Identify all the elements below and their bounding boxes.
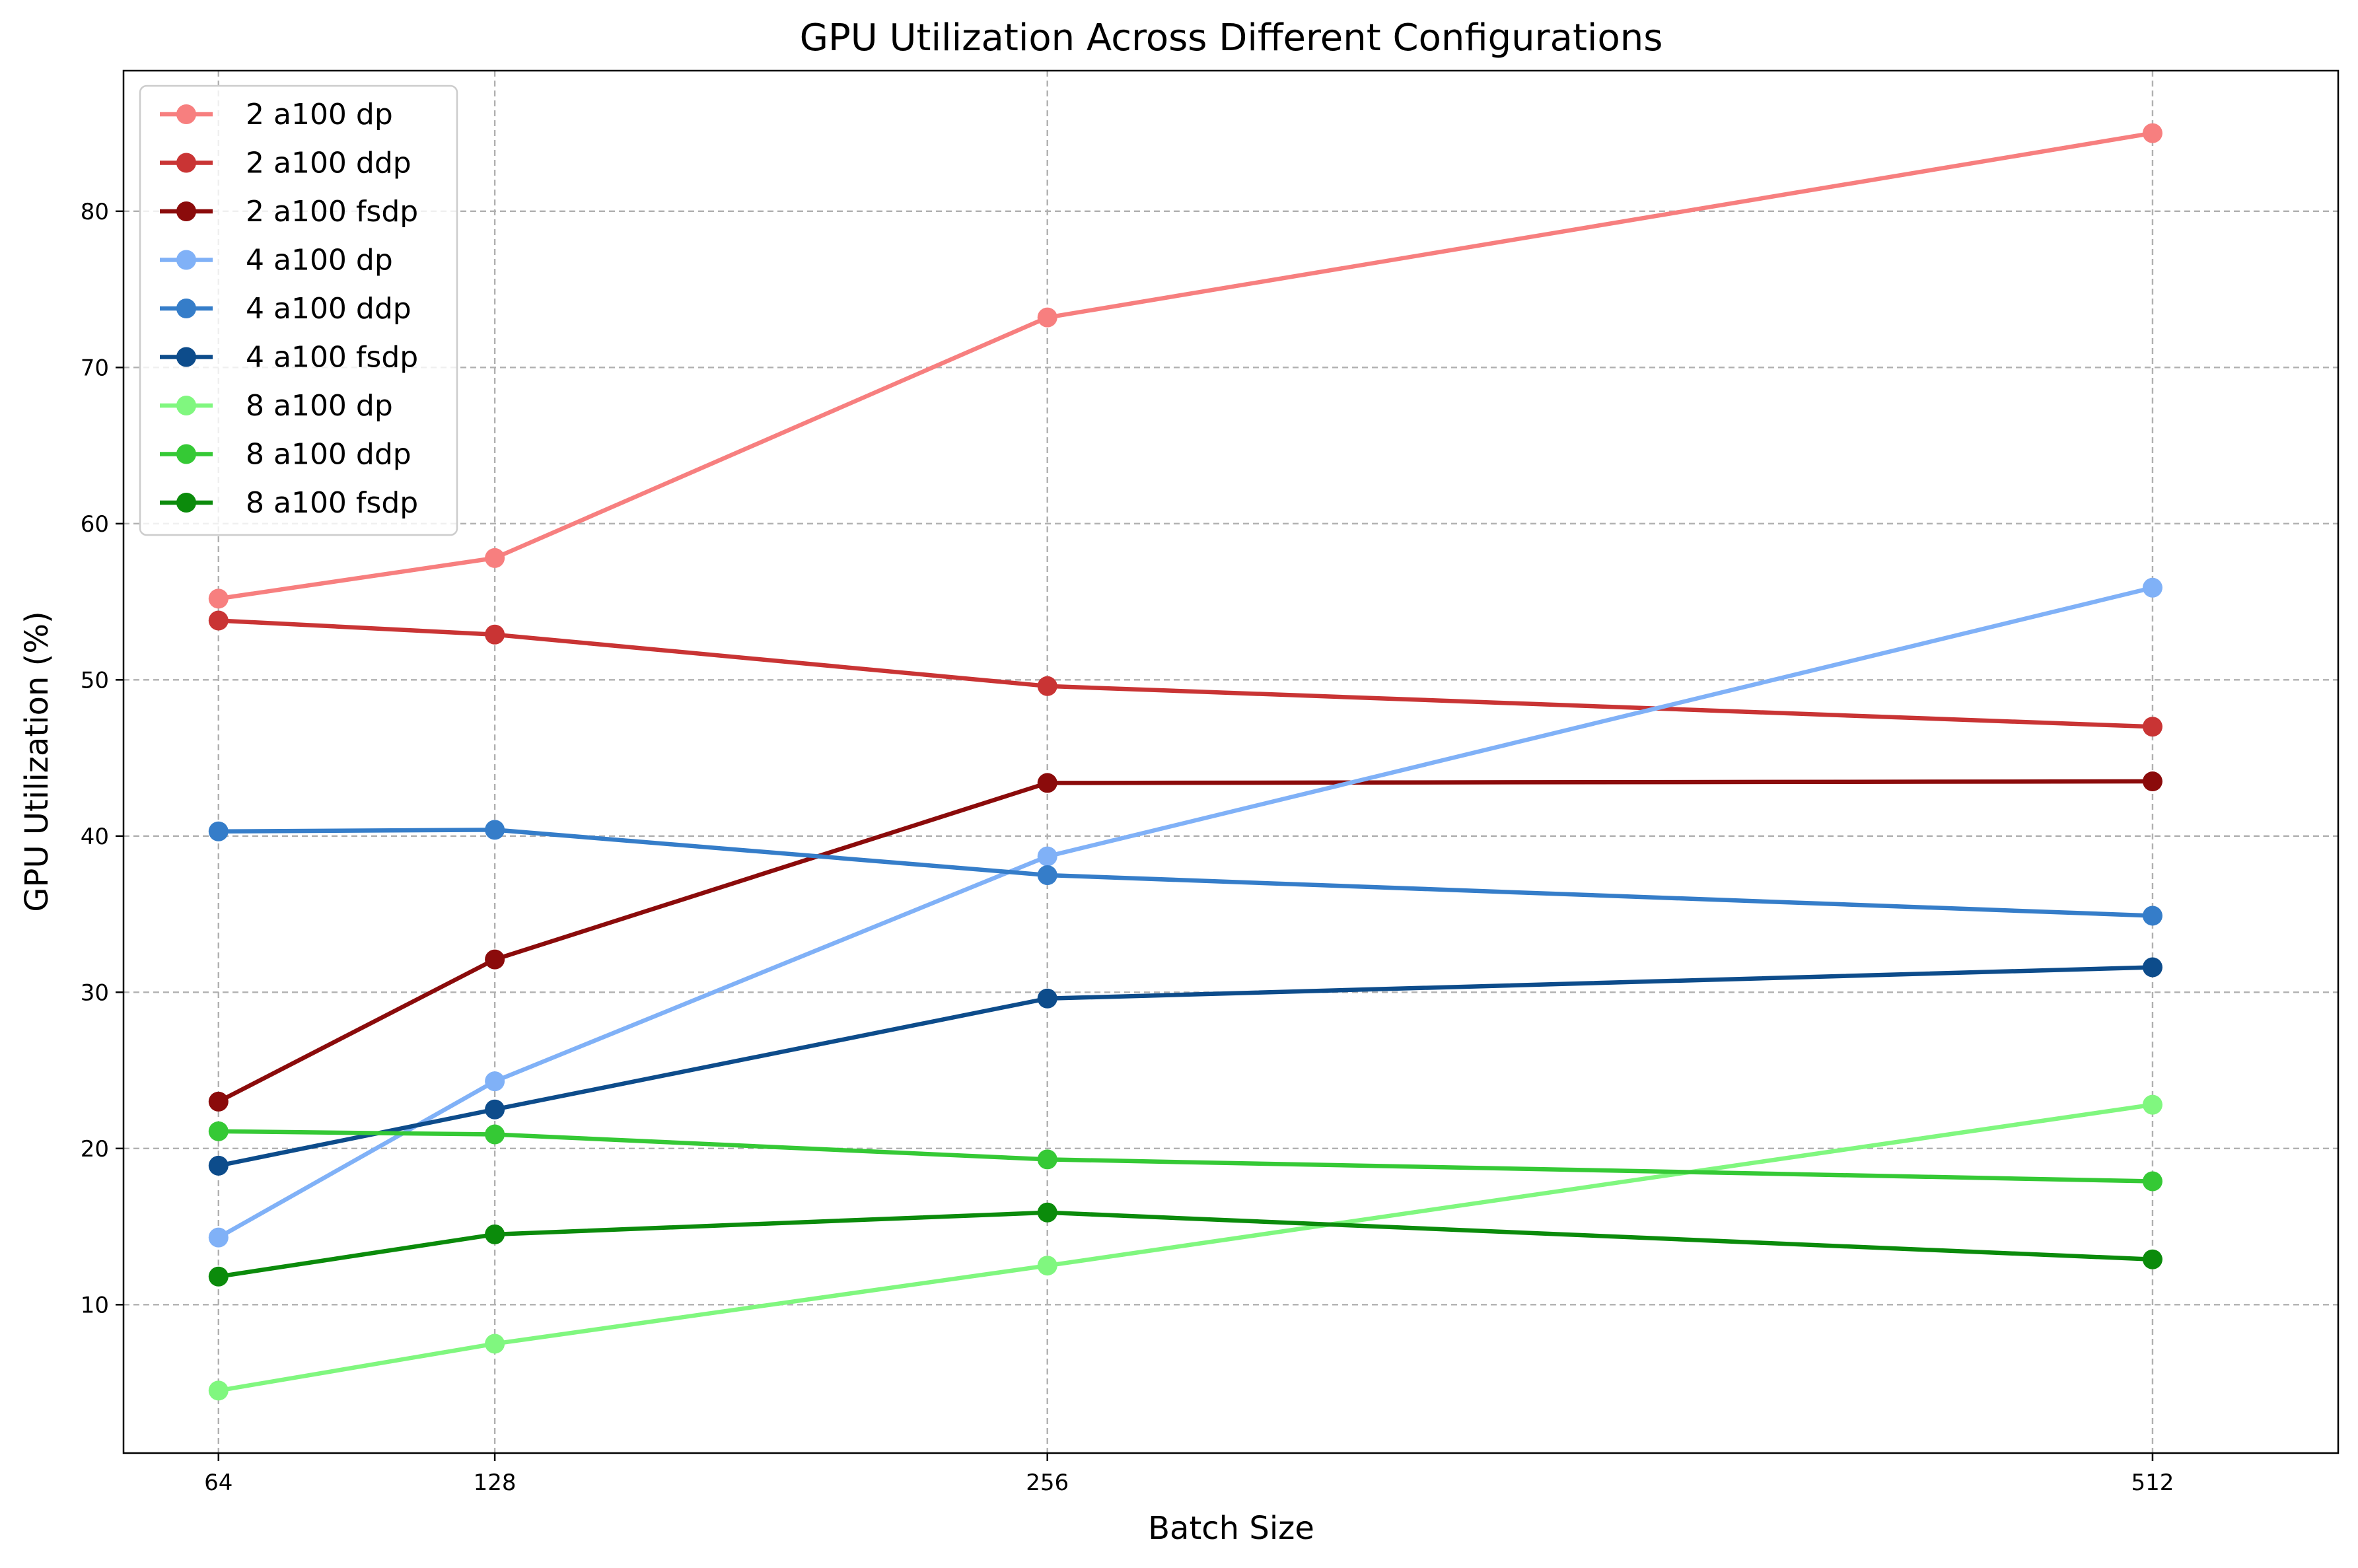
series-line [216, 828, 2155, 918]
legend-marker [176, 444, 196, 464]
data-point [2142, 577, 2162, 598]
y-tick-label: 10 [81, 1292, 109, 1318]
legend-marker [176, 347, 196, 367]
legend-entry-label: 2 a100 ddp [246, 147, 411, 180]
data-point [208, 821, 229, 841]
y-tick-label: 80 [81, 199, 109, 225]
data-point [208, 588, 229, 609]
data-point [2142, 123, 2162, 143]
data-point [2142, 957, 2162, 978]
chart-title: GPU Utilization Across Different Configu… [800, 17, 1663, 59]
y-tick-label: 60 [81, 511, 109, 538]
legend-marker [176, 104, 196, 124]
data-point [1037, 676, 1057, 696]
data-point [1037, 1256, 1057, 1276]
data-point [1037, 1202, 1057, 1223]
legend-entry-label: 8 a100 ddp [246, 438, 411, 472]
data-point [485, 1071, 505, 1092]
legend-entry-label: 4 a100 dp [246, 244, 393, 277]
legend-marker [176, 250, 196, 270]
data-point [485, 1099, 505, 1120]
legend-entry-label: 4 a100 ddp [246, 292, 411, 326]
plot-frame [122, 69, 2340, 1454]
data-point [208, 1091, 229, 1112]
x-tick-label: 512 [2131, 1470, 2174, 1496]
data-point [2142, 1171, 2162, 1192]
gridlines [124, 71, 2338, 1453]
legend-entry-label: 4 a100 fsdp [246, 341, 418, 374]
series-line [216, 131, 2155, 601]
data-point [1037, 1149, 1057, 1170]
data-point [485, 1124, 505, 1145]
data-point [2142, 1249, 2162, 1269]
data-point [485, 820, 505, 840]
data-point [1037, 773, 1057, 793]
y-tick-label: 70 [81, 355, 109, 381]
data-point [208, 1227, 229, 1248]
data-point [1037, 846, 1057, 867]
data-point [2142, 771, 2162, 792]
legend-marker [176, 299, 196, 318]
axis-ticks: 64 128 256 512 10 20 30 40 50 60 70 80 [81, 199, 2174, 1496]
data-point [2142, 1094, 2162, 1115]
legend-entry-label: 2 a100 dp [246, 98, 393, 131]
y-tick-label: 30 [81, 980, 109, 1006]
data-point [1037, 865, 1057, 885]
series-line [216, 1129, 2155, 1184]
data-point [208, 1155, 229, 1176]
data-point [208, 1121, 229, 1141]
legend-marker [176, 396, 196, 415]
series-line [216, 965, 2155, 1168]
series-line [216, 585, 2155, 1240]
x-tick-label: 64 [204, 1470, 232, 1496]
series-line [216, 1210, 2155, 1279]
legend-marker [176, 493, 196, 513]
data-point [485, 548, 505, 568]
legend-marker [176, 153, 196, 173]
data-point [485, 1334, 505, 1354]
data-point [485, 949, 505, 970]
data-point [208, 1266, 229, 1287]
y-tick-label: 50 [81, 667, 109, 694]
series-line [216, 618, 2155, 729]
series-line [216, 779, 2155, 1104]
data-point [1037, 307, 1057, 328]
y-tick-label: 20 [81, 1136, 109, 1162]
legend-entry-label: 2 a100 fsdp [246, 195, 418, 229]
data-point [1037, 988, 1057, 1009]
legend-box [139, 85, 458, 536]
data-point [208, 610, 229, 631]
legend: 2 a100 dp 2 a100 ddp 2 a100 fsdp 4 a100 dp 4… [139, 85, 458, 536]
legend-marker [176, 201, 196, 221]
x-tick-label: 256 [1026, 1470, 1069, 1496]
data-point [485, 1224, 505, 1244]
y-tick-label: 40 [81, 824, 109, 850]
data-point [2142, 717, 2162, 737]
x-axis-label: Batch Size [1148, 1510, 1314, 1547]
data-point [208, 1380, 229, 1401]
legend-entry-label: 8 a100 dp [246, 389, 393, 423]
legend-entry-label: 8 a100 fsdp [246, 486, 418, 520]
series-line [216, 1102, 2155, 1393]
series-layer [208, 123, 2162, 1401]
data-point [485, 624, 505, 645]
x-tick-label: 128 [474, 1470, 517, 1496]
y-axis-label: GPU Utilization (%) [18, 611, 55, 911]
data-point [2142, 906, 2162, 926]
